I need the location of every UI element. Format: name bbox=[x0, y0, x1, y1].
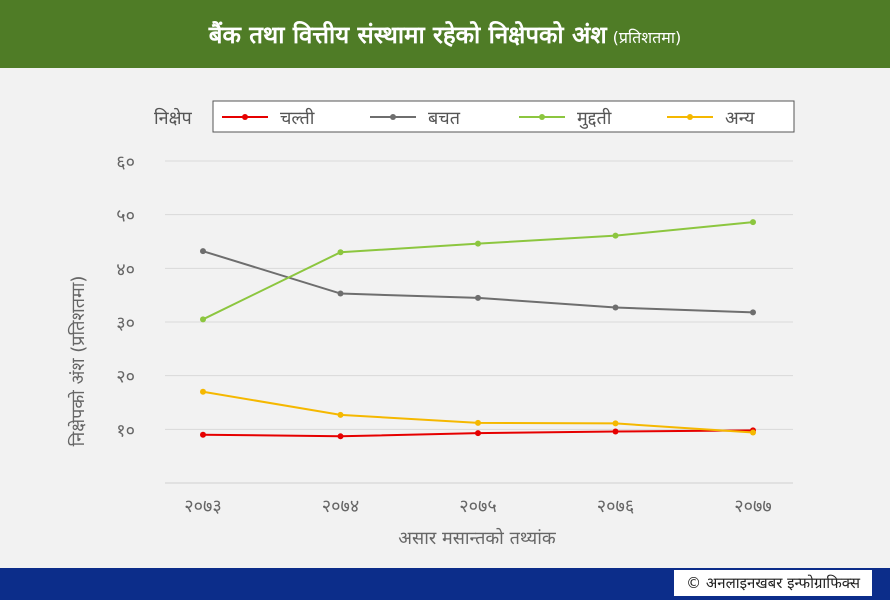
x-tick-label: २०७६ bbox=[597, 496, 634, 517]
legend-label: चल्ती bbox=[280, 107, 315, 129]
series-1-point bbox=[475, 294, 481, 301]
y-tick-label: १० bbox=[116, 420, 135, 441]
series-3-point bbox=[200, 388, 206, 395]
y-axis-label: निक्षेपको अंश (प्रतिशतमा) bbox=[67, 276, 89, 447]
series-0-point bbox=[337, 433, 344, 440]
legend-swatch-marker bbox=[539, 114, 545, 120]
series-3-point bbox=[750, 429, 756, 436]
series-1-point bbox=[200, 248, 206, 255]
line-chart: निक्षेप चल्ती बचत मुद्दती अन्य १० २० ३० ४० ५० ६०… bbox=[67, 100, 795, 549]
chart-title: बैंक तथा वित्तीय संस्थामा रहेको निक्षेपक… bbox=[209, 18, 681, 51]
legend: निक्षेप चल्ती बचत मुद्दती अन्य bbox=[154, 100, 795, 133]
series-0-point bbox=[612, 428, 619, 435]
series-2-point bbox=[475, 240, 481, 247]
y-tick-label: ३० bbox=[116, 313, 135, 334]
series-3-point bbox=[337, 411, 344, 418]
x-tick-label: २०७३ bbox=[184, 496, 221, 517]
y-tick-label: २० bbox=[116, 367, 135, 388]
series-0-point bbox=[200, 431, 206, 438]
legend-swatch-marker bbox=[687, 114, 693, 120]
x-tick-label: २०७५ bbox=[459, 496, 496, 517]
series-1-point bbox=[337, 290, 344, 297]
legend-label: बचत bbox=[428, 108, 461, 129]
series-1-point bbox=[750, 309, 756, 316]
y-tick-label: ४० bbox=[116, 259, 135, 280]
legend-label: अन्य bbox=[725, 108, 755, 129]
series-1-point bbox=[612, 304, 619, 311]
legend-label: मुद्दती bbox=[577, 107, 612, 129]
legend-title: निक्षेप bbox=[154, 107, 193, 129]
legend-swatch-marker bbox=[390, 114, 396, 120]
series-3-point bbox=[475, 419, 481, 426]
chart-area: निक्षेप चल्ती बचत मुद्दती अन्य १० २० ३० ४० ५० ६०… bbox=[0, 68, 890, 568]
credit-text: © अनलाइनखबर इन्फोग्राफिक्स bbox=[686, 574, 860, 592]
x-tick-label: २०७४ bbox=[322, 496, 359, 517]
series-3-line bbox=[202, 390, 754, 434]
credit-badge: © अनलाइनखबर इन्फोग्राफिक्स bbox=[674, 570, 872, 596]
legend-swatch-marker bbox=[242, 114, 248, 120]
series-2-point bbox=[612, 232, 619, 239]
series-2-point bbox=[200, 316, 206, 323]
x-tick-label: २०७७ bbox=[734, 496, 771, 517]
y-tick-label: ५० bbox=[116, 206, 135, 227]
header-banner: बैंक तथा वित्तीय संस्थामा रहेको निक्षेपक… bbox=[0, 0, 890, 68]
series-0-point bbox=[475, 430, 481, 437]
chart-title-suffix: (प्रतिशतमा) bbox=[612, 27, 682, 47]
series-2-point bbox=[750, 219, 756, 226]
series-2-line bbox=[202, 221, 754, 321]
chart-title-main: बैंक तथा वित्तीय संस्थामा रहेको निक्षेपक… bbox=[208, 20, 607, 49]
series-1-line bbox=[202, 250, 754, 314]
series-2-point bbox=[337, 249, 344, 256]
y-tick-label: ६० bbox=[116, 152, 135, 173]
series-3-point bbox=[612, 420, 619, 427]
x-axis-label: असार मसान्तको तथ्यांक bbox=[398, 527, 557, 549]
footer-bar: © अनलाइनखबर इन्फोग्राफिक्स bbox=[0, 568, 890, 600]
